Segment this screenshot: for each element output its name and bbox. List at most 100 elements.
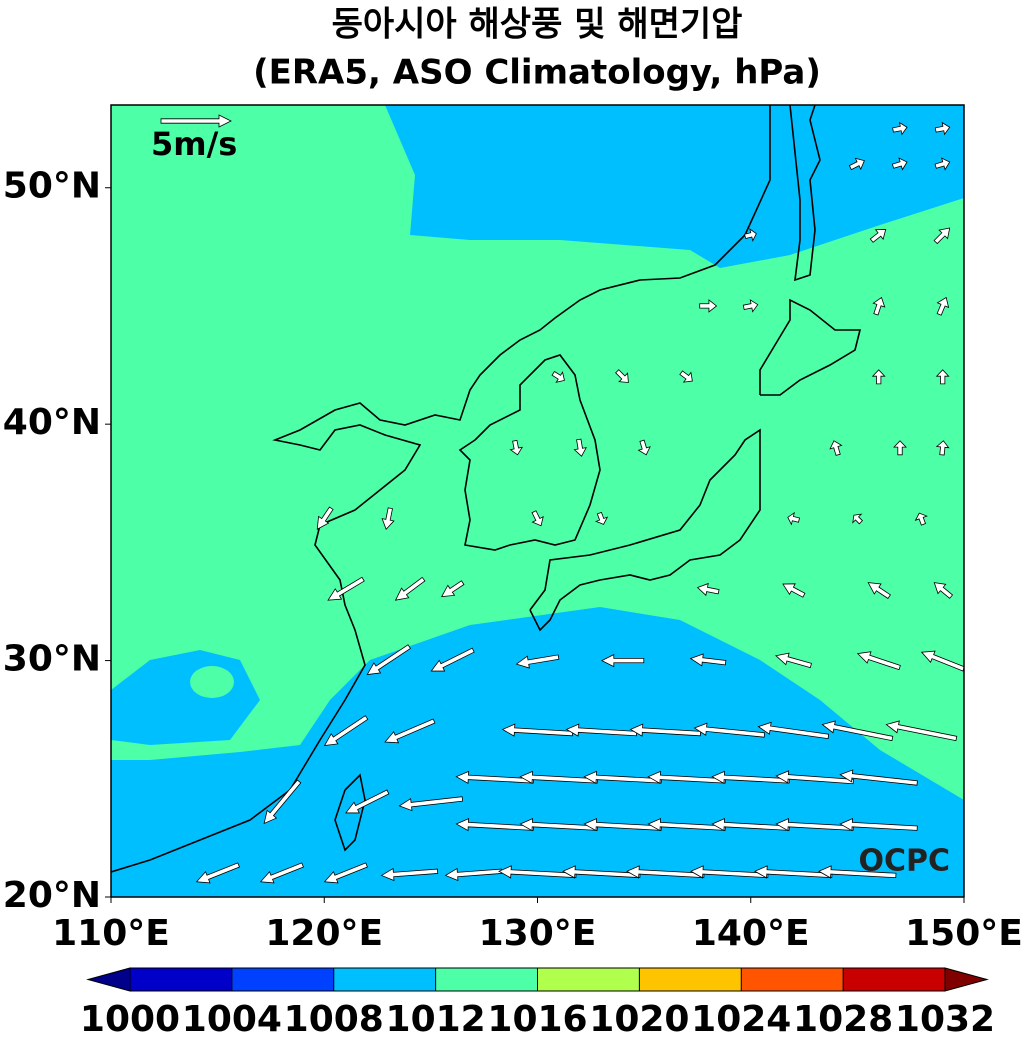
colorbar-box: [435, 968, 538, 991]
wind-vector: [934, 121, 951, 136]
wind-vector: [775, 652, 812, 669]
wind-vector: [869, 229, 887, 243]
x-tick-label: 120°E: [265, 913, 383, 954]
wind-vector: [696, 582, 720, 597]
wind-vector: [444, 867, 503, 882]
colorbar-box: [231, 968, 334, 991]
pressure-field: [385, 105, 964, 268]
wind-vector: [817, 865, 897, 879]
wind-vector: [316, 506, 334, 530]
wind-vector: [936, 296, 950, 316]
wind-vector: [380, 867, 439, 882]
wind-vector: [327, 576, 365, 601]
wind-vector: [782, 583, 806, 598]
y-tick-label: 40°N: [3, 402, 101, 443]
y-tick-label: 20°N: [3, 875, 101, 916]
colorbar-box: [843, 968, 945, 991]
wind-vector: [893, 440, 907, 456]
wind-vector: [689, 653, 727, 667]
coastline: [789, 105, 821, 282]
wind-vector: [848, 157, 865, 171]
wind-vector: [920, 650, 964, 672]
wind-vector: [259, 862, 304, 884]
wind-vector: [856, 651, 901, 671]
wind-vector: [600, 653, 645, 668]
colorbar-box: [639, 968, 742, 991]
wind-vector: [699, 299, 718, 313]
wind-vector: [935, 440, 950, 456]
wind-vector: [829, 440, 843, 456]
coastline: [111, 105, 771, 873]
wind-vector: [430, 647, 475, 672]
wind-vector: [892, 121, 908, 136]
wind-vector: [872, 296, 886, 316]
wind-vector: [195, 862, 240, 884]
wind-vector: [615, 369, 629, 383]
wind-vector: [934, 157, 951, 171]
wind-vector: [885, 720, 958, 742]
wind-vector: [509, 439, 524, 456]
wind-vector: [935, 369, 950, 385]
colorbar-label: 1004: [182, 999, 282, 1040]
wind-vector: [711, 770, 790, 785]
wind-vector: [551, 370, 565, 383]
reference-vector: [160, 114, 232, 128]
colorbar-label: 1020: [589, 999, 689, 1040]
colorbar-box: [741, 968, 844, 991]
wind-vector: [629, 723, 702, 737]
wind-vector: [852, 513, 863, 525]
wind-vector: [839, 769, 918, 786]
y-tick-label: 30°N: [3, 639, 101, 680]
x-tick-label: 110°E: [52, 913, 170, 954]
wind-vector: [398, 796, 464, 812]
wind-vector: [501, 723, 574, 737]
wind-vector: [323, 715, 369, 747]
wind-vector: [679, 370, 693, 383]
wind-vector: [394, 576, 426, 601]
wind-vector: [933, 227, 951, 245]
coastline: [458, 354, 601, 551]
wind-vector: [693, 722, 766, 738]
coastline: [759, 298, 862, 396]
wind-vector: [775, 770, 854, 785]
colorbar-label: 1024: [691, 999, 791, 1040]
wind-vector: [384, 718, 436, 744]
wind-vector: [515, 654, 560, 669]
reference-label: 5m/s: [151, 125, 237, 163]
coastline: [334, 773, 366, 852]
wind-vector: [381, 507, 395, 530]
colorbar-box: [333, 968, 436, 991]
wind-vector: [565, 723, 638, 737]
wind-vector: [744, 228, 757, 242]
wind-vector: [531, 510, 544, 527]
x-tick-label: 130°E: [479, 913, 597, 954]
colorbar-under: [86, 967, 131, 992]
wind-vector: [345, 789, 390, 814]
pressure-field: [190, 666, 234, 698]
title: 동아시아 해상풍 및 해면기압: [332, 5, 743, 45]
wind-vector: [839, 818, 918, 832]
x-tick-label: 150°E: [905, 913, 1023, 954]
wind-vector: [573, 438, 587, 457]
y-tick-label: 50°N: [3, 166, 101, 207]
map-area: [111, 105, 964, 897]
subtitle: (ERA5, ASO Climatology, hPa): [253, 53, 821, 93]
colorbar-label: 1028: [793, 999, 893, 1040]
colorbar-box: [537, 968, 640, 991]
wind-vector: [757, 721, 830, 740]
wind-vector: [914, 512, 928, 526]
colorbar-label: 1032: [895, 999, 995, 1040]
colorbar-over: [944, 967, 989, 992]
wind-vector: [891, 157, 908, 171]
coastline: [529, 428, 761, 632]
wind-vector: [637, 439, 651, 456]
colorbar-label: 1012: [386, 999, 486, 1040]
colorbar-label: 1008: [284, 999, 384, 1040]
wind-vector: [933, 582, 954, 599]
wind-vector: [594, 511, 609, 525]
watermark: OCPC: [858, 844, 950, 879]
colorbar-label: 1000: [80, 999, 180, 1040]
colorbar-box: [130, 968, 232, 991]
wind-vector: [440, 580, 465, 598]
